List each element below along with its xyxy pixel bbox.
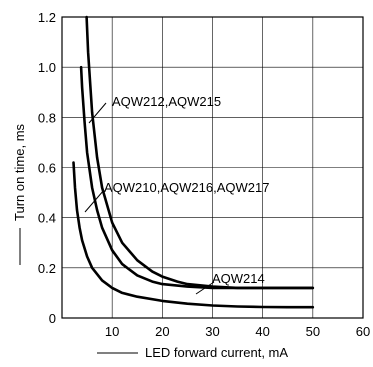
x-tick-label: 50	[306, 324, 320, 339]
x-axis-title: LED forward current, mA	[145, 345, 288, 360]
x-tick-label: 40	[255, 324, 269, 339]
x-tick-label: 60	[356, 324, 370, 339]
y-tick-label: 0.2	[38, 261, 56, 276]
x-tick-label: 30	[205, 324, 219, 339]
series-line-1	[79, 65, 315, 290]
leader-aqw214	[195, 281, 215, 295]
series-line-0	[85, 15, 315, 290]
leader-aqw212	[88, 102, 107, 124]
plot-frame	[61, 16, 364, 319]
series-line-2	[72, 161, 315, 309]
x-tick-label: 10	[105, 324, 119, 339]
y-axis-title-group: Turn on time, ms	[12, 123, 27, 265]
y-tick-label: 0.4	[38, 211, 56, 226]
grid	[62, 17, 363, 318]
label-aqw212-aqw215: AQW212,AQW215	[112, 94, 221, 109]
label-aqw210-aqw216-aqw217: AQW210,AQW216,AQW217	[104, 180, 269, 195]
y-tick-label: 1.2	[38, 10, 56, 25]
y-tick-label: 0.6	[38, 161, 56, 176]
y-tick-label: 0	[49, 311, 56, 326]
y-tick-label: 0.8	[38, 110, 56, 125]
x-tick-label: 20	[155, 324, 169, 339]
y-tick-label: 1.0	[38, 60, 56, 75]
x-tick-labels: 10 20 30 40 50 60	[105, 324, 370, 339]
label-aqw214: AQW214	[212, 271, 265, 286]
curves	[72, 15, 315, 309]
y-tick-labels: 0 0.2 0.4 0.6 0.8 1.0 1.2	[38, 10, 56, 326]
leader-aqw210	[84, 189, 105, 213]
y-axis-title: Turn on time, ms	[12, 123, 27, 221]
